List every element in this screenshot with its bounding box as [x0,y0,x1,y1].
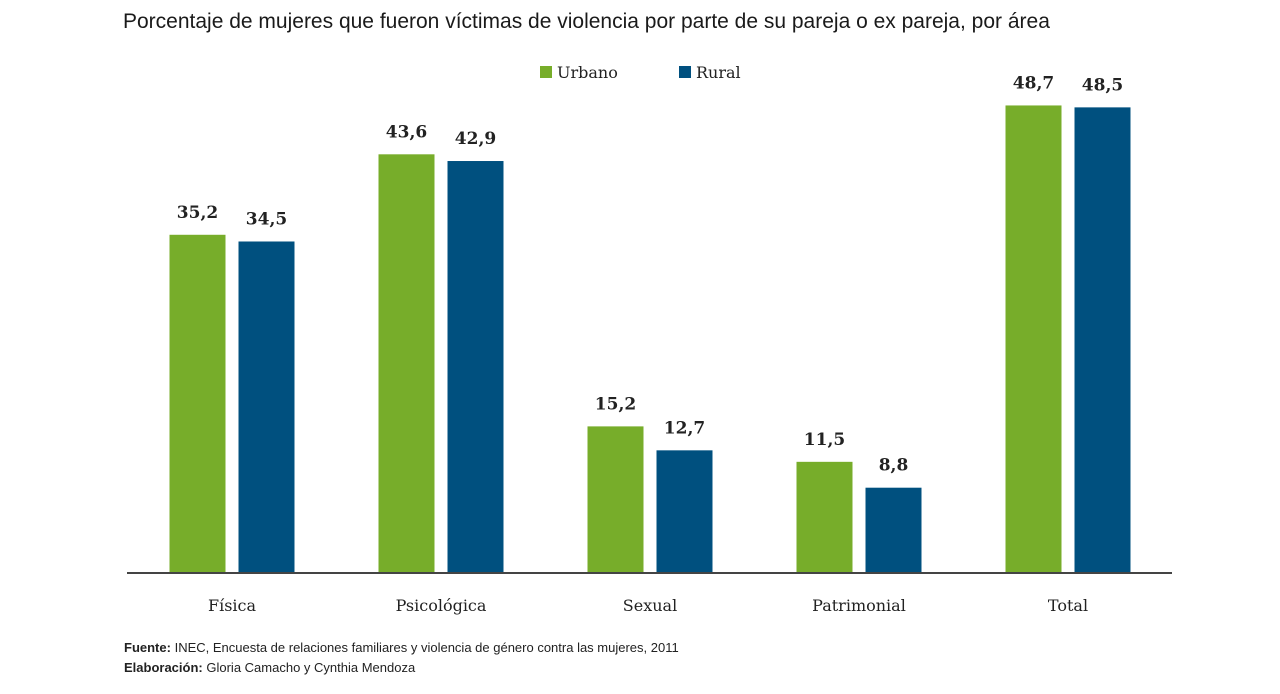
value-label: 35,2 [177,203,218,223]
value-label: 8,8 [879,456,909,476]
value-label: 48,5 [1082,75,1123,95]
legend-label: Urbano [557,63,618,82]
value-label: 34,5 [246,209,287,229]
legend-label: Rural [696,63,741,82]
source-text: INEC, Encuesta de relaciones familiares … [175,640,679,655]
bar [656,450,713,572]
credits-label: Elaboración: [124,660,203,675]
bar [1005,105,1062,572]
bar [1074,107,1131,573]
bar [865,487,922,572]
value-label: 48,7 [1013,73,1054,93]
credits-text: Gloria Camacho y Cynthia Mendoza [206,660,416,675]
x-tick-label: Psicológica [396,596,487,615]
x-tick-label: Sexual [623,596,677,615]
value-label: 43,6 [386,122,427,142]
credits: Elaboración: Gloria Camacho y Cynthia Me… [124,660,416,675]
x-tick-label: Física [208,596,257,615]
value-label: 11,5 [804,430,845,450]
value-label: 12,7 [664,418,705,438]
x-tick-label: Patrimonial [812,596,906,615]
source-label: Fuente: [124,640,171,655]
bar [238,241,295,573]
bar [587,426,644,572]
bar [447,161,504,572]
legend-swatch [540,66,552,78]
source: Fuente: INEC, Encuesta de relaciones fam… [124,640,679,655]
value-label: 15,2 [595,394,636,414]
bar [796,461,853,572]
x-tick-label: Total [1048,596,1088,615]
bar [169,234,226,572]
chart-title: Porcentaje de mujeres que fueron víctima… [123,10,1050,33]
bar [378,154,435,572]
value-label: 42,9 [455,129,496,149]
legend-swatch [679,66,691,78]
